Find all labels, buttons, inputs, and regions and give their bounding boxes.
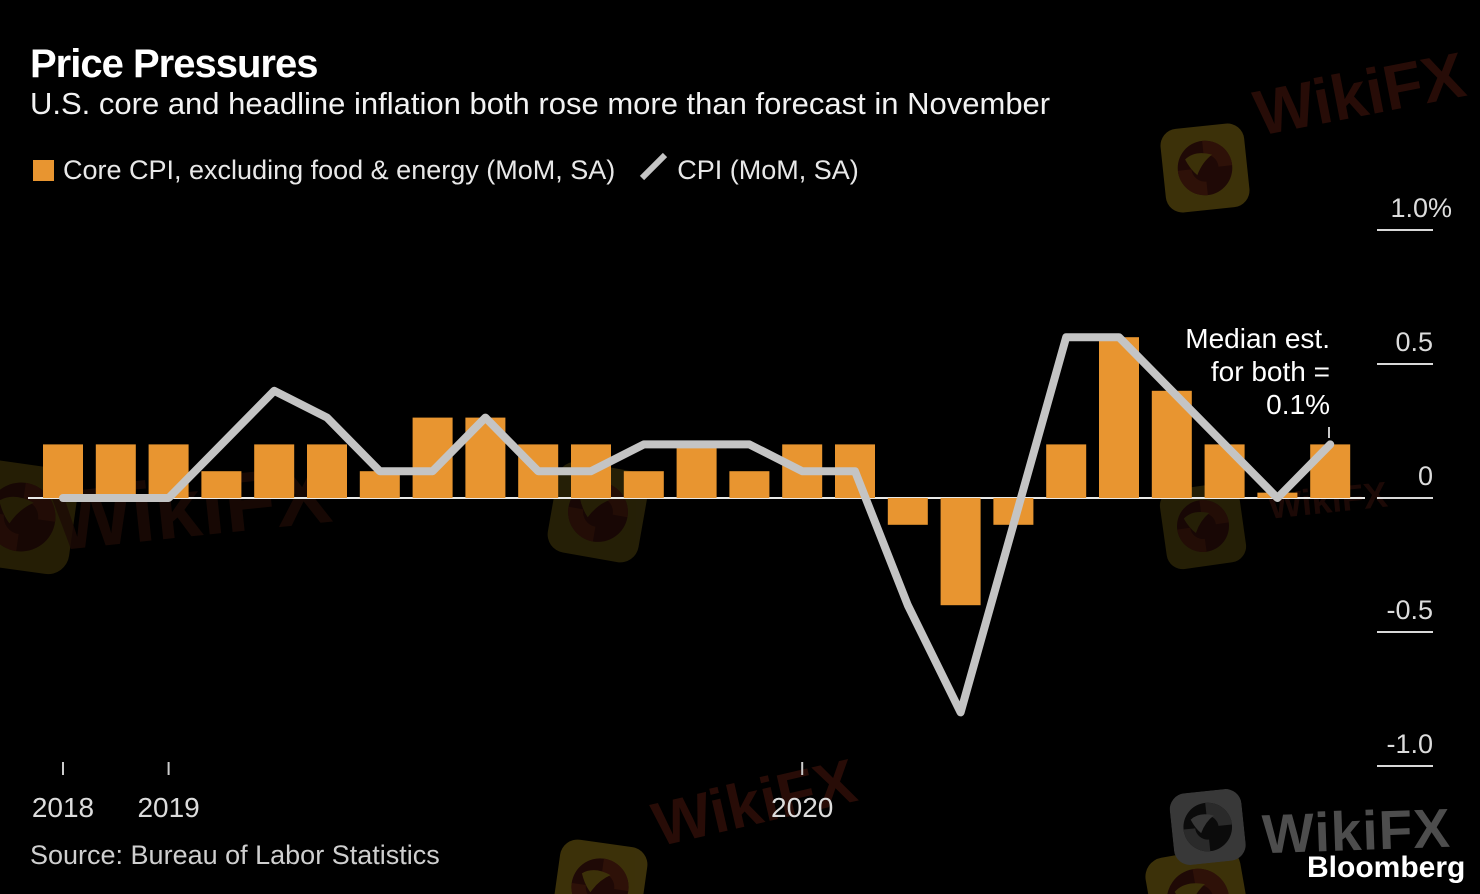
wikifx-logo-icon <box>1168 787 1248 871</box>
y-axis-label: -1.0 <box>1386 729 1433 759</box>
wikifx-watermark-logo-icon <box>1142 844 1254 894</box>
y-axis-label: 0 <box>1418 461 1433 491</box>
wikifx-watermark-logo-icon <box>1158 121 1252 215</box>
annotation-line-2: 0.1% <box>1266 389 1330 420</box>
y-axis-label: -0.5 <box>1386 595 1433 625</box>
core-cpi-bar-nov-2018 <box>43 444 83 498</box>
core-cpi-bar-sep-2020 <box>1204 444 1245 498</box>
core-cpi-bar-mar-2019 <box>254 444 295 498</box>
x-axis-label-2018: 2018 <box>32 792 94 823</box>
y-axis-label: 0.5 <box>1395 327 1433 357</box>
cpi-line <box>59 333 1335 717</box>
x-axis-label-2020: 2020 <box>771 792 833 823</box>
core-cpi-bar-nov-2019 <box>676 444 717 498</box>
core-cpi-bar-apr-2019 <box>307 444 347 498</box>
chart-legend: Core CPI, excluding food & energy (MoM, … <box>33 152 859 189</box>
core-cpi-bar-oct-2019 <box>623 471 664 498</box>
annotation-line-0: Median est. <box>1185 323 1330 354</box>
core-cpi-bar-jan-2019 <box>148 444 189 498</box>
wikifx-watermark-logo-icon <box>1157 480 1249 572</box>
page-subtitle: U.S. core and headline inflation both ro… <box>30 86 1051 121</box>
source-note: Source: Bureau of Labor Statistics <box>30 840 440 870</box>
x-axis-label-2019: 2019 <box>137 792 199 823</box>
core-cpi-bar-feb-2019 <box>201 471 242 498</box>
wikifx-watermark-logo-icon <box>550 837 650 894</box>
wikifx-watermark-logo-icon <box>0 457 81 577</box>
legend-label-cpi: CPI (MoM, SA) <box>677 155 859 185</box>
annotation-line-1: for both = <box>1211 356 1330 387</box>
core-cpi-swatch-icon <box>33 160 54 181</box>
core-cpi-bar-jun-2020 <box>1046 444 1087 498</box>
core-cpi-bar-may-2019 <box>359 471 400 498</box>
core-cpi-bar-dec-2018 <box>95 444 136 498</box>
legend-label-core-cpi: Core CPI, excluding food & energy (MoM, … <box>63 155 616 185</box>
core-cpi-bar-mar-2020 <box>887 498 928 525</box>
core-cpi-bar-jul-2020 <box>1099 337 1139 498</box>
core-cpi-bar-dec-2019 <box>729 471 770 498</box>
page-title: Price Pressures <box>30 42 318 86</box>
core-cpi-bar-nov-2020 <box>1310 444 1351 498</box>
bloomberg-logo: Bloomberg <box>1307 851 1466 884</box>
cpi-line-icon <box>639 152 669 189</box>
core-cpi-bar-apr-2020 <box>940 498 981 606</box>
y-axis-label: 1.0% <box>1390 193 1452 223</box>
